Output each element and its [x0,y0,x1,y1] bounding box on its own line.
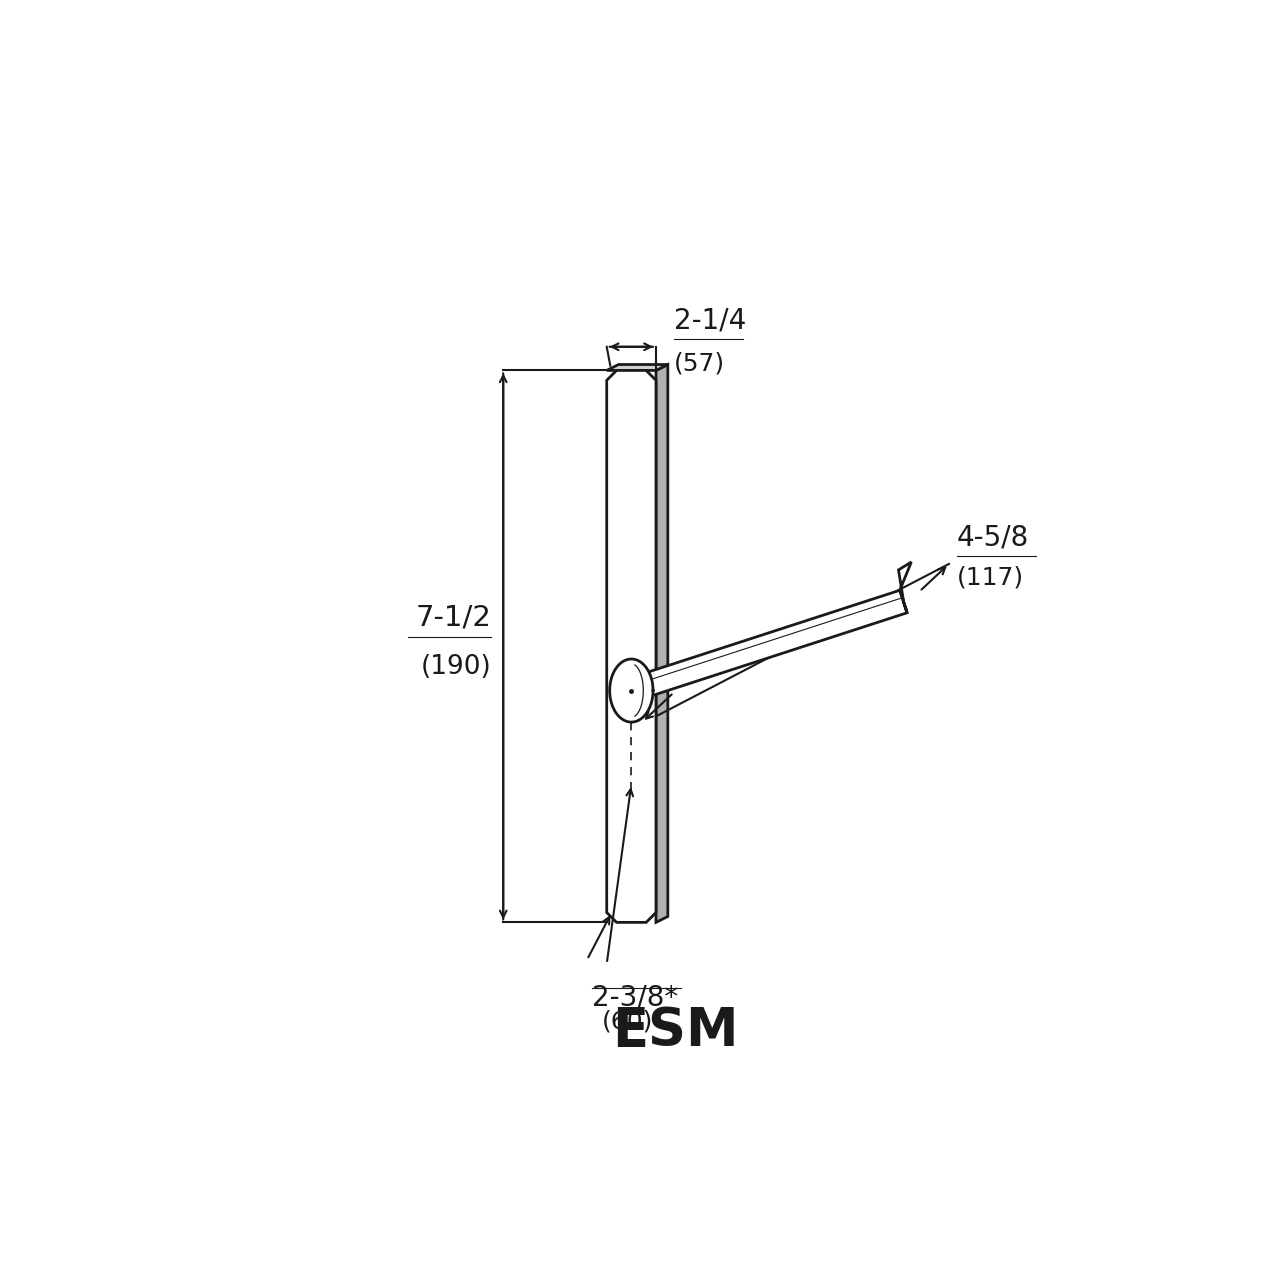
Text: (57): (57) [673,352,724,376]
Text: (190): (190) [421,654,492,680]
Text: 2-1/4: 2-1/4 [673,307,746,335]
Text: (60): (60) [602,1009,653,1033]
Polygon shape [637,590,908,698]
Text: (117): (117) [957,566,1024,590]
Text: 4-5/8: 4-5/8 [957,524,1029,552]
Polygon shape [657,365,668,923]
Text: 7-1/2: 7-1/2 [416,604,492,631]
Polygon shape [607,365,668,370]
Text: ESM: ESM [612,1005,739,1057]
Polygon shape [899,562,911,613]
Text: 2-3/8*: 2-3/8* [591,983,678,1011]
Polygon shape [607,370,657,923]
Polygon shape [609,659,653,722]
